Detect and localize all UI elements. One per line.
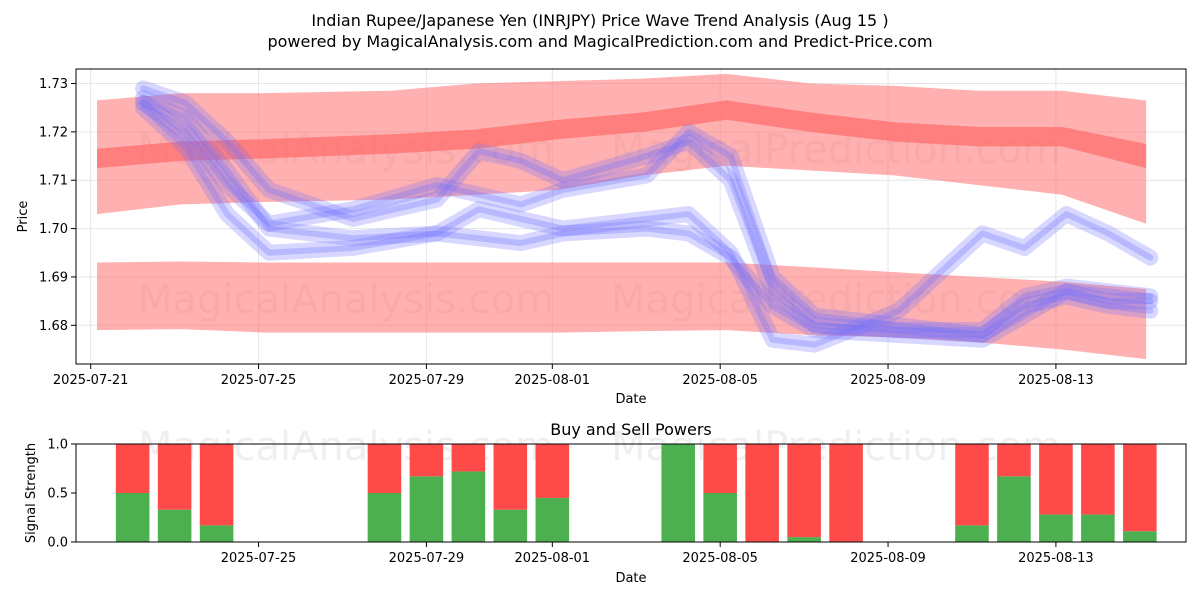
sell-bar <box>451 444 486 472</box>
series-layer: MagicalAnalysis.comMagicalPrediction.com… <box>96 73 1159 360</box>
sell-bar <box>1039 444 1073 515</box>
buy-bar <box>955 525 989 542</box>
sell-bar <box>745 444 779 542</box>
subplot-title: Buy and Sell Powers <box>550 420 712 439</box>
buy-bar <box>115 493 150 542</box>
sell-bar <box>703 444 737 493</box>
buy-bar <box>1123 531 1157 542</box>
sell-bar <box>955 444 989 526</box>
y-tick-label: 0.5 <box>47 487 68 502</box>
chart-title: Indian Rupee/Japanese Yen (INRJPY) Price… <box>311 11 888 30</box>
x-tick-label: 2025-07-29 <box>389 551 465 566</box>
buy-bar <box>451 471 486 542</box>
wave-line <box>135 94 1159 343</box>
signal-plot: MagicalAnalysis.comMagicalPrediction.com… <box>24 420 1187 586</box>
y-tick-label: 1.70 <box>39 222 68 237</box>
x-axis-title: Date <box>615 571 646 586</box>
x-tick-label: 2025-08-01 <box>515 551 591 566</box>
x-tick-label: 2025-08-09 <box>850 373 926 388</box>
x-tick-label: 2025-08-13 <box>1018 373 1094 388</box>
wave-core-line <box>140 95 1154 343</box>
buy-bar <box>367 493 402 542</box>
buy-bar <box>997 476 1031 542</box>
sell-bar <box>367 444 402 493</box>
price-plot: MagicalAnalysis.comMagicalPrediction.com… <box>16 68 1187 407</box>
buy-bar <box>1081 514 1115 542</box>
x-tick-label: 2025-08-13 <box>1018 551 1094 566</box>
x-axis-title: Date <box>615 392 646 407</box>
y-tick-label: 0.0 <box>47 536 68 551</box>
y-axis-title: Signal Strength <box>24 443 39 543</box>
x-tick-label: 2025-08-01 <box>515 373 591 388</box>
y-tick-label: 1.73 <box>39 77 68 92</box>
x-tick-label: 2025-08-05 <box>682 373 758 388</box>
sell-bar <box>535 444 570 498</box>
sell-bar <box>157 444 192 510</box>
sell-bar <box>1123 444 1157 532</box>
x-tick-label: 2025-07-29 <box>389 373 465 388</box>
x-tick-label: 2025-07-21 <box>53 373 129 388</box>
wave-core-line <box>140 104 1154 348</box>
trend-band <box>96 261 1147 360</box>
buy-bar <box>493 509 528 542</box>
sell-bar <box>1081 444 1115 515</box>
wave-core-line <box>140 85 1154 334</box>
wave-line <box>135 90 1159 348</box>
trend-band <box>96 100 1147 169</box>
wave-line <box>135 99 1159 353</box>
buy-bar <box>157 509 192 542</box>
buy-bar <box>787 537 821 542</box>
sell-bar <box>409 444 444 477</box>
buy-bar <box>661 444 695 542</box>
buy-bar <box>199 525 234 542</box>
sell-bar <box>493 444 528 510</box>
bar-layer: MagicalAnalysis.comMagicalPrediction.com <box>115 424 1157 542</box>
x-tick-label: 2025-08-09 <box>850 551 926 566</box>
buy-bar <box>703 493 737 542</box>
y-tick-label: 1.72 <box>39 125 68 140</box>
x-tick-label: 2025-07-25 <box>221 373 297 388</box>
x-tick-label: 2025-07-25 <box>221 551 297 566</box>
sell-bar <box>199 444 234 526</box>
chart-subtitle: powered by MagicalAnalysis.com and Magic… <box>267 32 932 51</box>
y-tick-label: 1.0 <box>47 438 68 453</box>
y-axis-title: Price <box>16 201 31 233</box>
wave-core-line <box>140 99 1154 338</box>
buy-bar <box>535 497 570 542</box>
plot-frame <box>75 68 1187 365</box>
y-tick-label: 1.68 <box>39 319 68 334</box>
sell-bar <box>787 444 821 538</box>
x-tick-label: 2025-08-05 <box>682 551 758 566</box>
sell-bar <box>997 444 1031 477</box>
buy-bar <box>409 476 444 542</box>
y-tick-label: 1.69 <box>39 270 68 285</box>
sell-bar <box>115 444 150 493</box>
sell-bar <box>829 444 863 542</box>
wave-line <box>135 80 1159 339</box>
y-tick-label: 1.71 <box>39 174 68 189</box>
buy-bar <box>1039 514 1073 542</box>
trend-band <box>96 73 1147 224</box>
